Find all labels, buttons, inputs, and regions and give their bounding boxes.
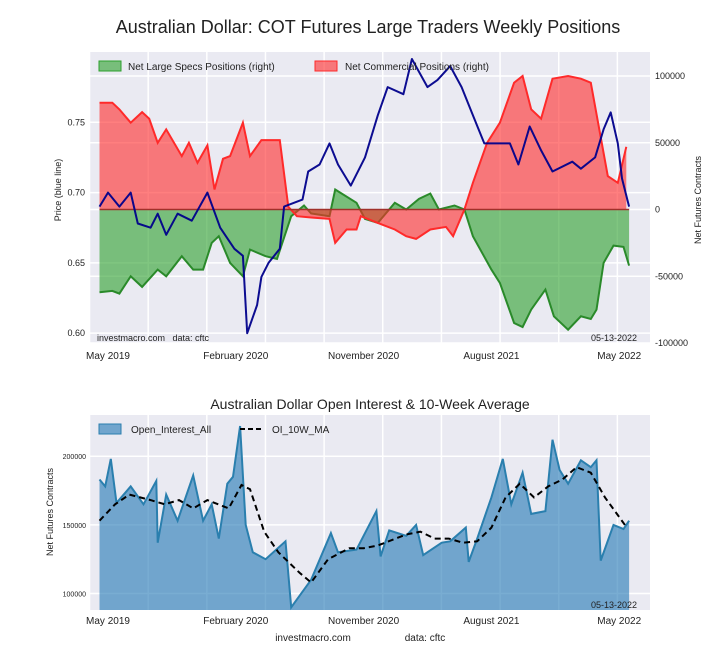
series-marks [98, 58, 631, 335]
ma-10w-line [98, 466, 626, 584]
y2-tick-label: 100000 [655, 71, 685, 81]
y-axis-label: Net Futures Contracts [45, 467, 55, 556]
y2-tick-label: -50000 [655, 271, 683, 281]
specs-area [99, 189, 630, 330]
open-interest-line [98, 425, 630, 611]
main-title: Australian Dollar: COT Futures Large Tra… [116, 17, 621, 37]
y-tick-label: 0.65 [67, 258, 85, 268]
y2-axis-label: Net Futures Contracts [693, 155, 703, 244]
legend-label-ma: OI_10W_MA [272, 425, 330, 436]
x-tick-label: November 2020 [328, 351, 400, 362]
legend: Net Large Specs Positions (right) Net Co… [98, 60, 489, 73]
x-tick-label: August 2021 [463, 616, 520, 627]
date-annotation: 05-13-2022 [591, 333, 637, 343]
axes: 0.60 0.65 0.70 0.75 -100000 -50000 0 50000 10000… [67, 71, 688, 362]
x-tick-label: November 2020 [328, 616, 400, 627]
y2-tick-label: 50000 [655, 138, 680, 148]
y2-tick-label: 0 [655, 205, 660, 215]
legend-label-open-interest: Open_Interest_All [131, 425, 211, 436]
x-tick-label: February 2020 [203, 616, 268, 627]
x-tick-label: August 2021 [463, 351, 520, 362]
x-tick-label: May 2019 [86, 351, 130, 362]
axes: 100000 150000 200000 May 2019 February 2020 N… [63, 454, 642, 627]
y2-tick-label: -100000 [655, 338, 688, 348]
y-tick-label: 150000 [63, 523, 86, 530]
y-tick-label: 100000 [63, 592, 86, 599]
x-tick-label: May 2022 [597, 616, 641, 627]
date-annotation: 05-13-2022 [591, 600, 637, 610]
y-tick-label: 0.60 [67, 328, 85, 338]
legend-swatch-specs [98, 60, 122, 72]
x-tick-label: February 2020 [203, 351, 268, 362]
price-line [98, 58, 631, 335]
legend-swatch-commercial [314, 60, 338, 72]
source-annotation: investmacro.com data: cftc [97, 333, 210, 343]
footer-data: data: cftc [405, 633, 446, 644]
legend: Open_Interest_All OI_10W_MA [98, 423, 330, 436]
series-marks [98, 425, 630, 611]
x-tick-label: May 2019 [86, 616, 130, 627]
y-axis-label: Price (blue line) [53, 159, 63, 222]
positions-plot: 0.60 0.65 0.70 0.75 -100000 -50000 0 50000 10000… [53, 52, 703, 362]
commercial-area [99, 76, 627, 243]
open-interest-plot: 100000 150000 200000 May 2019 February 2020 N… [45, 415, 650, 627]
open-interest-area [99, 426, 630, 610]
footer-site: investmacro.com [275, 633, 351, 644]
legend-label-commercial: Net Commercial Positions (right) [345, 62, 489, 73]
y-tick-label: 200000 [63, 454, 86, 461]
legend-swatch-open-interest [98, 423, 122, 435]
subtitle: Australian Dollar Open Interest & 10-Wee… [210, 396, 530, 412]
y-tick-label: 0.70 [67, 188, 85, 198]
commercial-line [99, 74, 628, 246]
y-tick-label: 0.75 [67, 117, 85, 127]
x-tick-label: May 2022 [597, 351, 641, 362]
legend-label-specs: Net Large Specs Positions (right) [128, 62, 275, 73]
